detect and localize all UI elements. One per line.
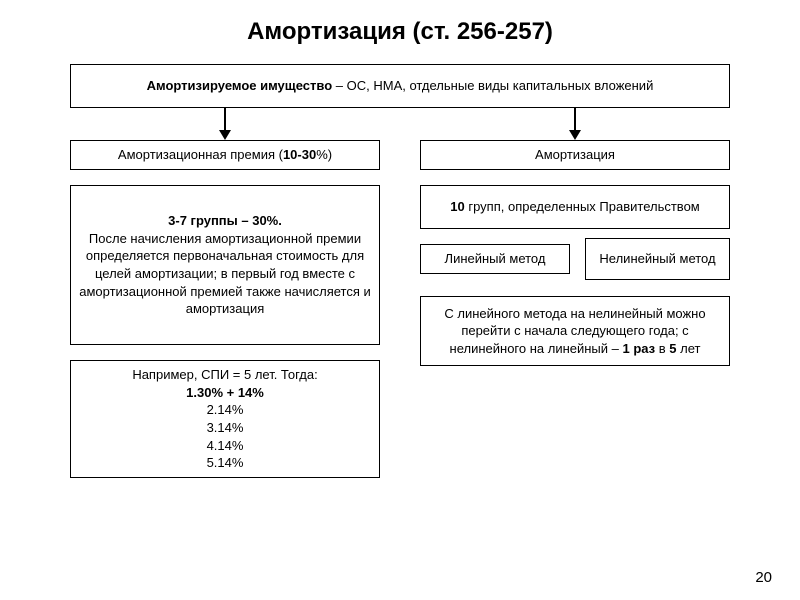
arrow-left-stem	[224, 108, 226, 130]
right-groups-text: 10 групп, определенных Правительством	[450, 198, 699, 216]
linear-text: Линейный метод	[445, 250, 546, 268]
nonlinear-text: Нелинейный метод	[599, 250, 715, 268]
example-box: Например, СПИ = 5 лет. Тогда: 1.30% + 14…	[70, 360, 380, 478]
root-box: Амортизируемое имущество – ОС, НМА, отде…	[70, 64, 730, 108]
linear-box: Линейный метод	[420, 244, 570, 274]
slide-title: Амортизация (ст. 256-257)	[0, 0, 800, 60]
left-branch-box: Амортизационная премия (10-30%)	[70, 140, 380, 170]
page-number: 20	[755, 569, 772, 586]
left-detail-text: 3-7 группы – 30%. После начисления аморт…	[79, 212, 371, 317]
right-groups-box: 10 групп, определенных Правительством	[420, 185, 730, 229]
left-detail-box: 3-7 группы – 30%. После начисления аморт…	[70, 185, 380, 345]
right-branch-box: Амортизация	[420, 140, 730, 170]
left-branch-text: Амортизационная премия (10-30%)	[118, 146, 332, 164]
right-branch-text: Амортизация	[535, 146, 615, 164]
switch-rule-text: С линейного метода на нелинейный можно п…	[429, 305, 721, 358]
example-item: 4.14%	[207, 438, 244, 453]
root-text: Амортизируемое имущество – ОС, НМА, отде…	[147, 77, 654, 95]
example-item: 2.14%	[207, 402, 244, 417]
nonlinear-box: Нелинейный метод	[585, 238, 730, 280]
switch-rule-box: С линейного метода на нелинейный можно п…	[420, 296, 730, 366]
example-item: 5.14%	[207, 455, 244, 470]
arrow-right-head	[569, 130, 581, 140]
example-text: Например, СПИ = 5 лет. Тогда: 1.30% + 14…	[132, 366, 317, 471]
example-item: 3.14%	[207, 420, 244, 435]
arrow-left-head	[219, 130, 231, 140]
arrow-right-stem	[574, 108, 576, 130]
